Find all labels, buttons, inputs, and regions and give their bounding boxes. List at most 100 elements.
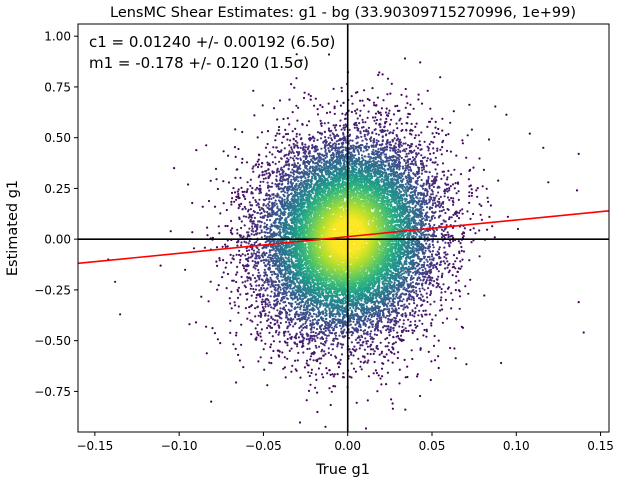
scatter-point — [431, 211, 434, 214]
scatter-point — [224, 266, 227, 269]
scatter-point — [267, 314, 270, 317]
scatter-point — [284, 185, 287, 188]
scatter-point — [475, 189, 478, 192]
scatter-point — [335, 140, 338, 143]
scatter-point — [234, 176, 237, 179]
scatter-point — [447, 271, 450, 274]
scatter-point — [393, 316, 396, 319]
scatter-point — [366, 130, 369, 133]
scatter-point — [374, 158, 377, 161]
scatter-point — [272, 284, 275, 287]
scatter-point — [357, 153, 360, 156]
scatter-point — [278, 170, 281, 173]
scatter-point — [235, 331, 238, 334]
scatter-point — [316, 391, 319, 394]
scatter-point — [425, 216, 428, 219]
scatter-point — [470, 241, 473, 244]
scatter-point — [416, 193, 420, 196]
scatter-point — [422, 156, 425, 159]
scatter-point — [222, 259, 225, 262]
scatter-point — [239, 234, 242, 237]
scatter-point — [233, 200, 236, 203]
scatter-point — [325, 317, 328, 320]
scatter-point — [205, 352, 208, 355]
scatter-point — [259, 321, 262, 324]
scatter-point — [270, 228, 273, 232]
scatter-point — [296, 188, 299, 191]
scatter-point — [414, 174, 417, 178]
scatter-point — [429, 158, 432, 162]
scatter-point — [482, 168, 485, 171]
scatter-point — [278, 302, 281, 305]
scatter-point — [375, 371, 378, 375]
scatter-point — [315, 313, 318, 316]
scatter-point — [316, 410, 319, 414]
scatter-point — [404, 167, 407, 170]
scatter-point — [359, 99, 362, 102]
scatter-point — [259, 216, 262, 219]
scatter-point — [405, 329, 408, 333]
scatter-point — [327, 53, 331, 56]
scatter-point — [374, 327, 377, 331]
scatter-point — [375, 347, 378, 350]
scatter-point — [246, 253, 250, 256]
scatter-point — [286, 344, 289, 347]
scatter-point — [379, 148, 383, 151]
scatter-point — [336, 345, 339, 348]
scatter-point — [288, 164, 291, 167]
scatter-point — [304, 150, 308, 153]
scatter-point — [359, 308, 362, 311]
scatter-point — [247, 231, 250, 234]
scatter-point — [307, 316, 310, 319]
scatter-point — [268, 219, 272, 222]
scatter-point — [426, 145, 429, 148]
scatter-point — [433, 359, 437, 362]
scatter-point — [320, 342, 323, 345]
scatter-point — [428, 262, 432, 266]
scatter-point — [413, 191, 416, 195]
scatter-point — [257, 261, 260, 264]
scatter-point — [437, 275, 440, 278]
scatter-point — [357, 357, 360, 360]
scatter-point — [445, 149, 449, 152]
scatter-point — [377, 148, 380, 151]
scatter-point — [338, 361, 341, 364]
scatter-point — [422, 279, 425, 282]
scatter-point — [419, 159, 422, 163]
scatter-point — [392, 309, 395, 312]
scatter-point — [407, 171, 410, 174]
scatter-point — [327, 136, 330, 139]
scatter-point — [263, 222, 266, 225]
scatter-point — [420, 283, 423, 286]
scatter-point — [438, 197, 441, 201]
scatter-point — [433, 223, 436, 227]
scatter-point — [314, 331, 317, 335]
scatter-point — [321, 105, 324, 109]
scatter-point — [400, 129, 403, 132]
scatter-point — [376, 390, 379, 393]
scatter-point — [431, 175, 434, 178]
scatter-point — [334, 334, 337, 337]
scatter-point — [358, 122, 361, 125]
scatter-point — [338, 334, 341, 337]
scatter-point — [430, 189, 433, 192]
scatter-point — [453, 347, 456, 350]
scatter-point — [242, 366, 245, 369]
scatter-point — [416, 166, 420, 169]
scatter-point — [265, 258, 268, 261]
scatter-point — [439, 148, 442, 151]
scatter-point — [286, 191, 289, 194]
scatter-point — [291, 130, 294, 133]
scatter-point — [443, 246, 446, 249]
scatter-point — [248, 306, 251, 309]
scatter-point — [426, 255, 430, 259]
scatter-point — [434, 126, 437, 129]
scatter-point — [286, 283, 289, 287]
scatter-point — [341, 143, 344, 146]
scatter-point — [226, 245, 229, 248]
scatter-point — [410, 260, 413, 263]
scatter-point — [311, 321, 314, 324]
scatter-point — [279, 288, 282, 291]
scatter-point — [360, 135, 363, 138]
scatter-point — [293, 341, 296, 344]
